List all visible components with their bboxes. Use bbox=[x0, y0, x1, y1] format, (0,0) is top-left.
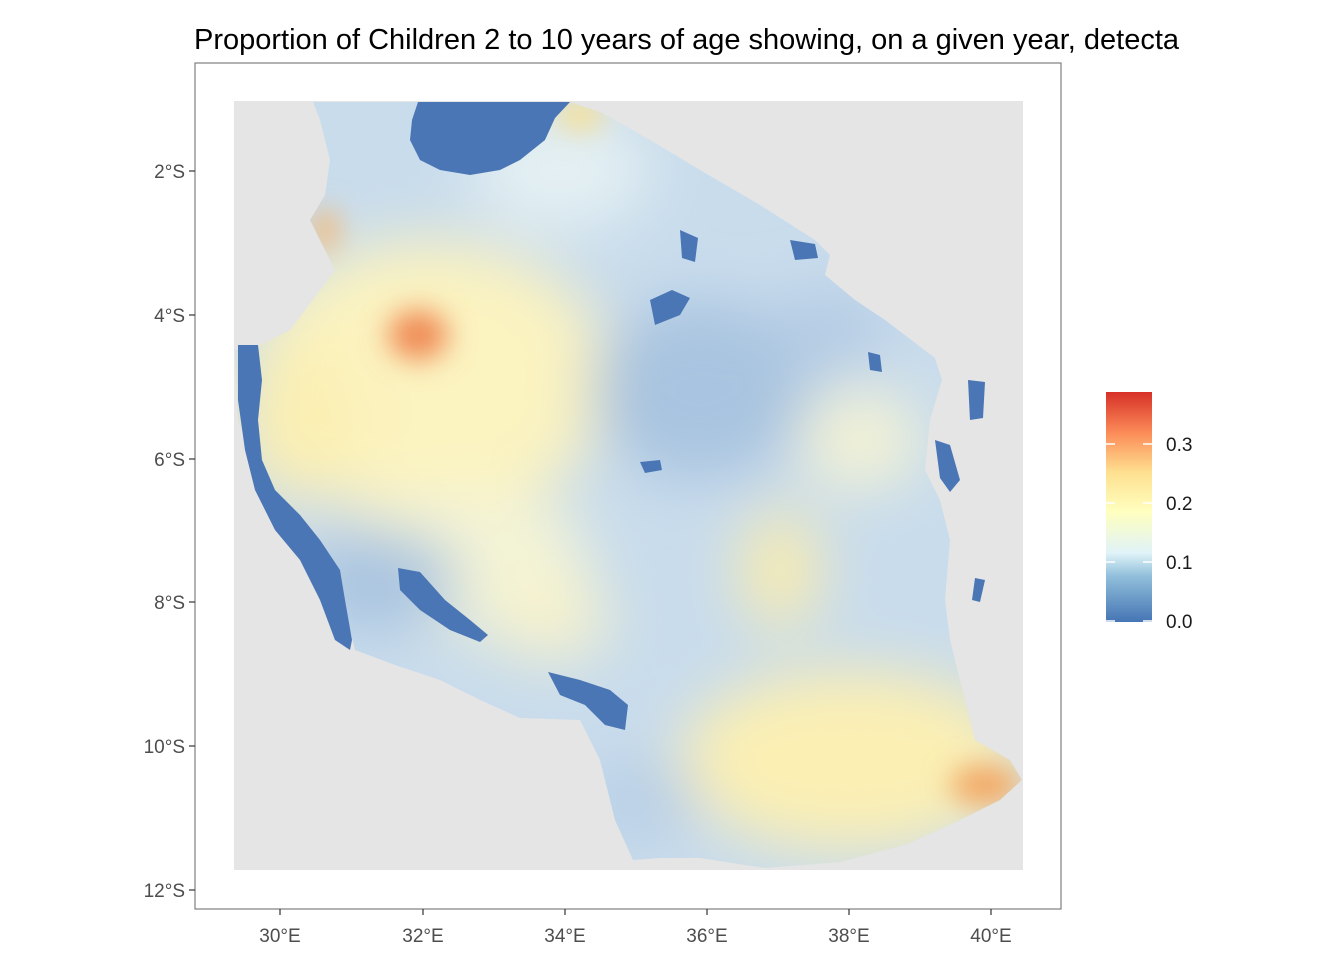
y-tick-label: 12°S bbox=[144, 881, 185, 902]
legend-tick-label: 0.3 bbox=[1166, 435, 1192, 456]
x-tick-label: 40°E bbox=[970, 926, 1011, 947]
y-tick-label: 10°S bbox=[144, 737, 185, 758]
lake-rukwa bbox=[398, 568, 488, 642]
lake-natron bbox=[790, 240, 818, 260]
chart-title: Proportion of Children 2 to 10 years of … bbox=[194, 24, 1180, 56]
zanzibar-island bbox=[935, 440, 960, 492]
y-tick-label: 2°S bbox=[154, 162, 185, 183]
legend-tick-label: 0.2 bbox=[1166, 494, 1192, 515]
y-tick-label: 6°S bbox=[154, 450, 185, 471]
x-tick-label: 38°E bbox=[828, 926, 869, 947]
lake-victoria bbox=[410, 102, 570, 175]
pemba-island bbox=[968, 380, 985, 420]
x-axis: 30°E 32°E 34°E 36°E 38°E 40°E bbox=[259, 909, 1012, 947]
y-tick-label: 4°S bbox=[154, 306, 185, 327]
mafia-island bbox=[972, 578, 985, 602]
x-tick-label: 30°E bbox=[259, 926, 300, 947]
legend-tick-label: 0.1 bbox=[1166, 553, 1192, 574]
lake-eyasi bbox=[650, 290, 690, 325]
y-axis: 2°S 4°S 6°S 8°S 10°S 12°S bbox=[144, 162, 195, 902]
lake-kitangiri bbox=[868, 352, 882, 372]
x-tick-label: 36°E bbox=[686, 926, 727, 947]
lake-nyasa bbox=[548, 672, 628, 730]
water-bodies bbox=[238, 102, 985, 730]
lake-tanganyika bbox=[238, 345, 352, 650]
y-tick-label: 8°S bbox=[154, 593, 185, 614]
x-tick-label: 32°E bbox=[402, 926, 443, 947]
x-tick-label: 34°E bbox=[544, 926, 585, 947]
legend-tick-label: 0.0 bbox=[1166, 612, 1192, 633]
color-legend: 0.3 0.2 0.1 0.0 bbox=[1106, 392, 1192, 633]
legend-colorbar bbox=[1106, 392, 1152, 622]
lake-manyara bbox=[680, 230, 698, 262]
mtera-reservoir bbox=[640, 460, 662, 473]
